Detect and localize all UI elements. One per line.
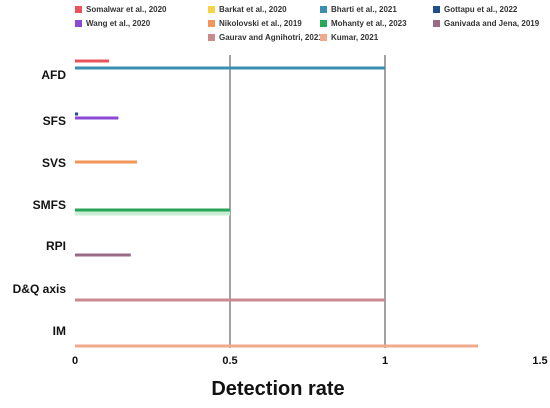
legend-swatch [208, 6, 215, 13]
legend-item: Ganivada and Jena, 2019 [433, 19, 540, 28]
x-axis-title: Detection rate [211, 378, 344, 400]
legend-label: Mohanty et al., 2023 [331, 19, 407, 28]
legend-label: Kumar, 2021 [331, 33, 379, 42]
legend-swatch [208, 34, 215, 41]
legend-item: Mohanty et al., 2023 [320, 19, 407, 28]
legend-item: Gottapu et al., 2022 [433, 5, 518, 14]
legend-item: Kumar, 2021 [320, 33, 379, 42]
x-tick-label: 0 [72, 355, 78, 367]
legend-label: Wang et al., 2020 [86, 19, 151, 28]
legend-item: Wang et al., 2020 [75, 19, 151, 28]
bar [75, 59, 110, 63]
bar [75, 112, 79, 116]
legend-swatch [75, 6, 82, 13]
x-tick-label: 1.5 [532, 355, 547, 367]
legend-item: Barkat et al., 2020 [208, 5, 287, 14]
bar-highlight [75, 211, 230, 216]
legend-label: Barkat et al., 2020 [219, 5, 287, 14]
category-label: SFS [43, 114, 66, 128]
legend-item: Bharti et al., 2021 [320, 5, 397, 14]
x-tick-labels: 0 0.5 1 1.5 [72, 355, 548, 367]
bar [75, 253, 131, 257]
bar [75, 66, 385, 70]
x-tick-label: 0.5 [222, 355, 237, 367]
legend-label: Gaurav and Agnihotri, 2021 [219, 33, 323, 42]
legend-swatch [75, 20, 82, 27]
legend-item: Nikolovski et al., 2019 [208, 19, 302, 28]
legend-label: Ganivada and Jena, 2019 [444, 19, 540, 28]
category-label: AFD [41, 68, 66, 82]
category-label: RPI [46, 239, 66, 253]
category-label: IM [53, 324, 66, 338]
bar [75, 344, 478, 348]
category-label: D&Q axis [13, 282, 67, 296]
legend-swatch [433, 20, 440, 27]
legend-swatch [320, 20, 327, 27]
legend: Somalwar et al., 2020 Barkat et al., 2020… [75, 5, 540, 42]
bar [75, 208, 230, 212]
legend-label: Nikolovski et al., 2019 [219, 19, 302, 28]
bar [75, 298, 385, 302]
legend-label: Gottapu et al., 2022 [444, 5, 518, 14]
legend-item: Gaurav and Agnihotri, 2021 [208, 33, 323, 42]
legend-swatch [320, 34, 327, 41]
bar [75, 160, 137, 164]
legend-swatch [208, 20, 215, 27]
gridlines [229, 55, 386, 348]
bar [75, 116, 119, 120]
legend-label: Bharti et al., 2021 [331, 5, 397, 14]
legend-swatch [320, 6, 327, 13]
category-label: SVS [42, 156, 66, 170]
bars [75, 59, 478, 348]
category-labels: AFD SFS SVS SMFS RPI D&Q axis IM [13, 68, 67, 338]
category-label: SMFS [33, 198, 66, 212]
x-tick-label: 1 [382, 355, 388, 367]
legend-label: Somalwar et al., 2020 [86, 5, 167, 14]
legend-item: Somalwar et al., 2020 [75, 5, 167, 14]
legend-swatch [433, 6, 440, 13]
